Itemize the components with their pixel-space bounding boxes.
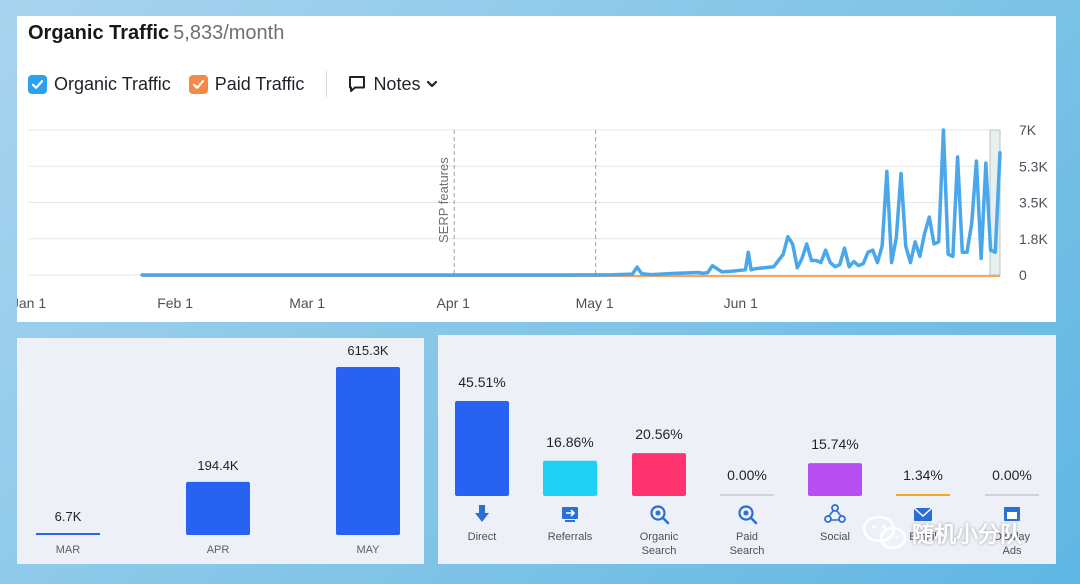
y-tick-label: 1.8K: [1019, 231, 1048, 247]
watermark-text: 随机小分队: [912, 522, 1023, 547]
icon-shape: [828, 510, 842, 521]
source-bar-value: 1.34%: [903, 467, 943, 483]
display-ads-icon: [1004, 507, 1020, 521]
source-bar-value: 0.00%: [727, 467, 767, 483]
monthly-traffic-chart: 6.7K MAR 194.4K APR 615.3K MAY: [36, 343, 400, 556]
traffic-sources-panel: 45.51% Direct 16.86% Referrals 20.56% Organic…: [438, 335, 1056, 564]
icon-shape: [1007, 512, 1017, 519]
x-tick-label: May 1: [576, 295, 614, 311]
paid-traffic-toggle[interactable]: Paid Traffic: [188, 73, 305, 95]
y-tick-label: 3.5K: [1019, 195, 1048, 211]
icon-shape: [831, 504, 839, 512]
social-icon: [824, 504, 846, 523]
icon-shape: [824, 515, 832, 523]
icon-shape: [566, 509, 576, 517]
organic-traffic-panel: Organic Traffic 5,833/month Organic Traff…: [17, 16, 1056, 322]
monthly-bar-value: 615.3K: [347, 343, 389, 358]
paid-traffic-label: Paid Traffic: [214, 73, 305, 94]
icon-shape: [738, 505, 754, 521]
title-value: 5,833/month: [173, 22, 285, 44]
monthly-bar: [336, 367, 400, 535]
monthly-bar-category: MAY: [356, 544, 380, 556]
source-category-label-line2: Ads: [1003, 545, 1022, 557]
y-tick-label: 7K: [1019, 122, 1037, 138]
source-bar: [543, 460, 597, 496]
monthly-bar-category: MAR: [56, 544, 81, 556]
organic-traffic-chart: 0 1.8K 3.5K 5.3K 7K Jan 1 Feb 1 Mar 1 Apr 1 May 1…: [17, 122, 1048, 311]
referral-icon: [562, 507, 578, 522]
legend: Organic Traffic Paid Traffic Notes: [28, 71, 444, 97]
panel-title: Organic Traffic 5,833/month: [28, 22, 284, 45]
notes-dropdown[interactable]: Notes: [347, 74, 444, 95]
icon-shape: [661, 516, 670, 525]
icon-shape: [650, 505, 666, 521]
source-bar: [896, 494, 950, 496]
source-category-label: Organic: [640, 531, 679, 543]
icon-shape: [475, 505, 489, 522]
icon-shape: [913, 507, 933, 518]
monthly-bar-value: 6.7K: [55, 509, 82, 524]
arrow-down-icon: [475, 505, 489, 522]
annotation-label: SERP features: [436, 157, 451, 243]
icon-shape: [749, 516, 758, 525]
chevron-down-icon: [427, 80, 438, 88]
comment-icon: [349, 76, 366, 92]
organic-traffic-label: Organic Traffic: [54, 73, 171, 94]
magnifier-icon: [650, 505, 670, 525]
y-tick-label: 0: [1019, 267, 1027, 283]
notes-label: Notes: [373, 73, 421, 94]
source-category-label: Display: [994, 531, 1031, 543]
source-category-label: Paid: [736, 531, 758, 543]
x-tick-label: Mar 1: [289, 295, 325, 311]
source-category-label: Direct: [468, 531, 497, 543]
y-tick-label: 5.3K: [1019, 158, 1048, 174]
source-bar: [632, 453, 686, 496]
monthly-traffic-panel: 6.7K MAR 194.4K APR 615.3K MAY: [17, 338, 424, 564]
source-bar-value: 20.56%: [635, 426, 682, 442]
source-bar-value: 16.86%: [546, 434, 593, 450]
source-bar: [808, 463, 862, 496]
source-bar-value: 45.51%: [458, 374, 505, 390]
source-category-label-line2: Search: [730, 545, 765, 557]
monthly-bar-category: APR: [207, 544, 230, 556]
monthly-bar: [36, 533, 100, 535]
source-category-label-line2: Search: [642, 545, 677, 557]
wechat-watermark: 随机小分队: [862, 515, 1022, 551]
x-tick-label: Apr 1: [436, 295, 470, 311]
paid-search-icon: [738, 505, 758, 525]
source-category-label: Email: [909, 531, 937, 543]
icon-shape: [743, 510, 749, 516]
email-icon: [913, 507, 933, 521]
x-tick-label: Jun 1: [724, 295, 758, 311]
x-tick-label: Jan 1: [17, 295, 46, 311]
checkbox-checked-icon[interactable]: [28, 74, 47, 94]
title-label: Organic Traffic: [28, 22, 170, 44]
source-bar: [985, 494, 1039, 496]
x-tick-label: Feb 1: [157, 295, 193, 311]
source-bar-value: 0.00%: [992, 467, 1032, 483]
source-category-label: Referrals: [548, 531, 593, 543]
monthly-bar: [186, 481, 250, 535]
organic-traffic-line: [140, 128, 1002, 277]
source-bar: [720, 494, 774, 496]
icon-shape: [655, 510, 661, 516]
traffic-sources-chart: 45.51% Direct 16.86% Referrals 20.56% Organic…: [455, 374, 1039, 557]
source-bar-value: 15.74%: [811, 436, 858, 452]
organic-traffic-toggle[interactable]: Organic Traffic: [28, 74, 171, 95]
checkbox-checked-icon[interactable]: [188, 74, 208, 94]
legend-divider: [326, 71, 328, 97]
icon-shape: [838, 515, 846, 523]
source-bar: [455, 401, 509, 496]
wechat-logo-icon: [862, 515, 907, 550]
monthly-bar-value: 194.4K: [197, 458, 239, 473]
icon-shape: [565, 520, 575, 522]
source-category-label: Social: [820, 531, 850, 543]
